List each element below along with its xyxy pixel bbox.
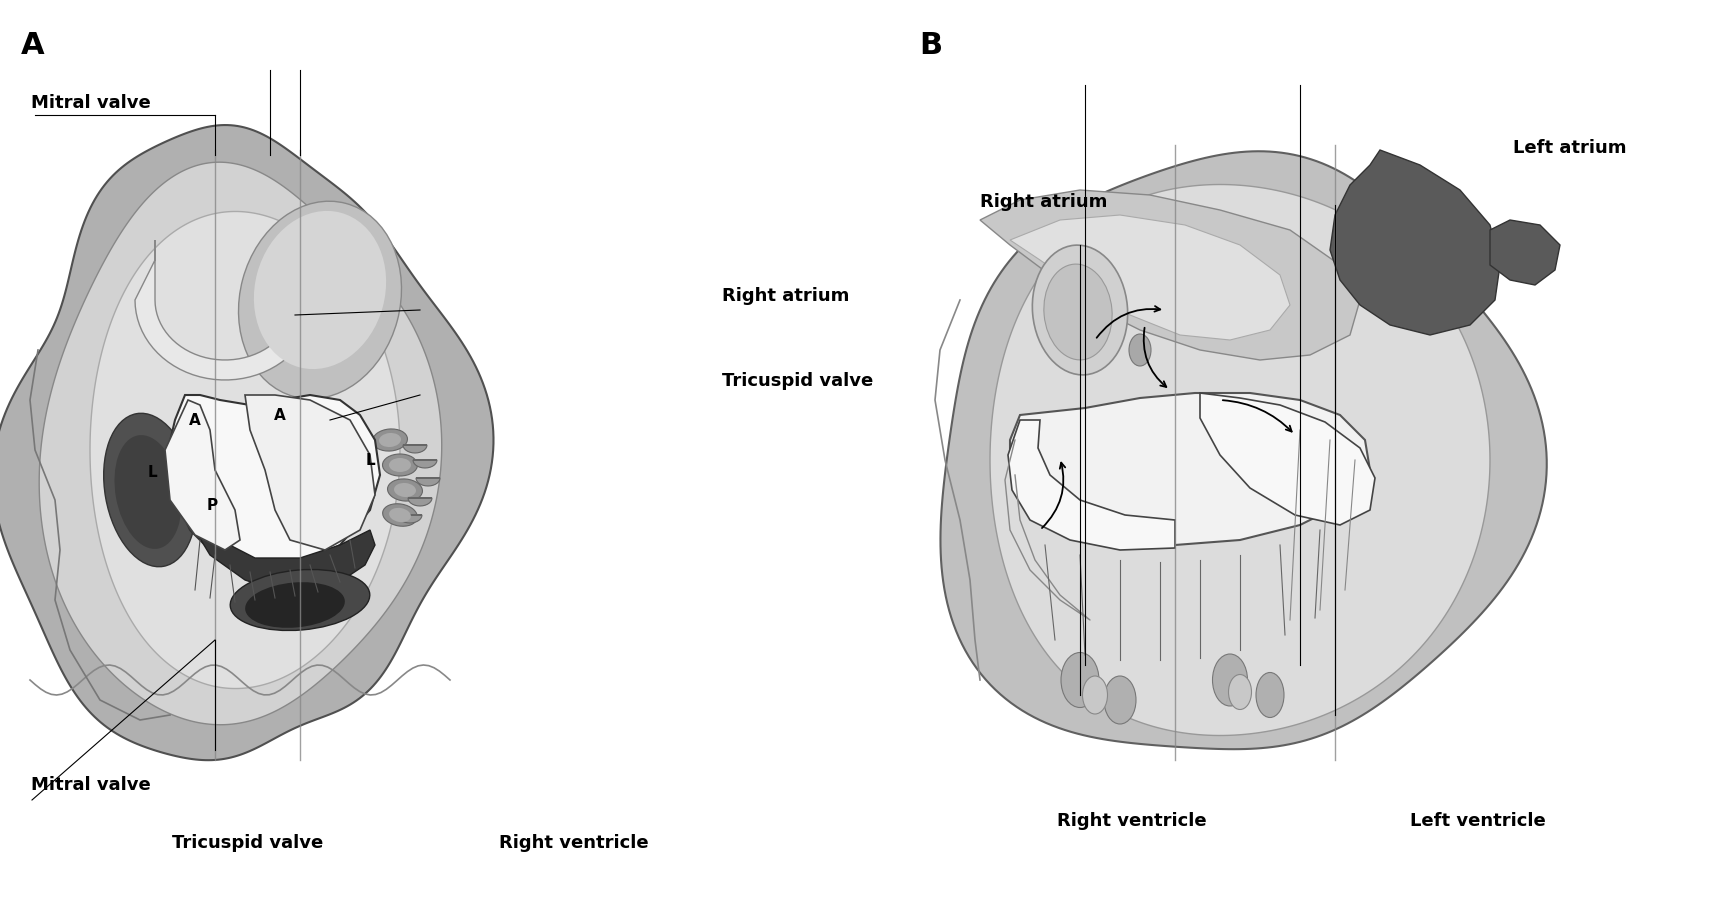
Ellipse shape [1043,264,1112,360]
Text: Right atrium: Right atrium [980,193,1107,211]
Polygon shape [136,240,315,380]
Text: P: P [206,498,218,512]
Polygon shape [194,520,375,595]
Ellipse shape [1229,675,1251,710]
Text: Right atrium: Right atrium [722,287,849,305]
Ellipse shape [1033,245,1128,375]
Ellipse shape [103,414,196,567]
Ellipse shape [383,454,418,476]
Polygon shape [89,212,401,689]
Polygon shape [413,460,437,468]
Ellipse shape [394,483,416,497]
Ellipse shape [246,582,346,628]
Polygon shape [980,190,1360,360]
Text: Right ventricle: Right ventricle [499,834,648,852]
Polygon shape [1007,420,1176,550]
Ellipse shape [230,570,370,631]
Polygon shape [168,395,380,575]
Polygon shape [1490,220,1561,285]
Polygon shape [1011,215,1289,340]
Polygon shape [399,515,421,523]
Polygon shape [1331,150,1501,335]
Text: Right ventricle: Right ventricle [1057,812,1207,830]
Ellipse shape [1257,673,1284,718]
Polygon shape [990,185,1490,736]
Polygon shape [407,498,431,506]
Text: Mitral valve: Mitral valve [31,94,151,112]
Ellipse shape [1129,334,1152,366]
Ellipse shape [1212,654,1248,706]
Text: A: A [273,407,285,422]
Text: A: A [21,31,45,60]
Text: L: L [364,452,375,467]
Polygon shape [246,395,375,550]
Text: A: A [189,413,201,428]
Ellipse shape [387,479,423,501]
Ellipse shape [378,433,401,447]
Polygon shape [940,152,1547,749]
Polygon shape [416,478,440,486]
Ellipse shape [239,201,402,399]
Text: Tricuspid valve: Tricuspid valve [722,372,873,390]
Polygon shape [1011,393,1370,545]
Ellipse shape [1083,676,1107,714]
Text: Tricuspid valve: Tricuspid valve [172,834,323,852]
Ellipse shape [388,458,411,472]
Text: Left ventricle: Left ventricle [1410,812,1545,830]
Polygon shape [0,125,493,760]
Ellipse shape [254,211,387,369]
Ellipse shape [1104,676,1136,724]
Text: Mitral valve: Mitral valve [31,776,151,794]
Text: Left atrium: Left atrium [1513,139,1626,157]
Ellipse shape [115,435,182,549]
Polygon shape [40,162,442,725]
Text: L: L [148,465,156,480]
Polygon shape [165,400,241,550]
Polygon shape [1200,393,1375,525]
Ellipse shape [388,508,411,522]
Polygon shape [402,445,426,453]
Ellipse shape [383,504,418,527]
Text: B: B [920,31,942,60]
Ellipse shape [1061,652,1098,708]
Ellipse shape [373,429,407,451]
